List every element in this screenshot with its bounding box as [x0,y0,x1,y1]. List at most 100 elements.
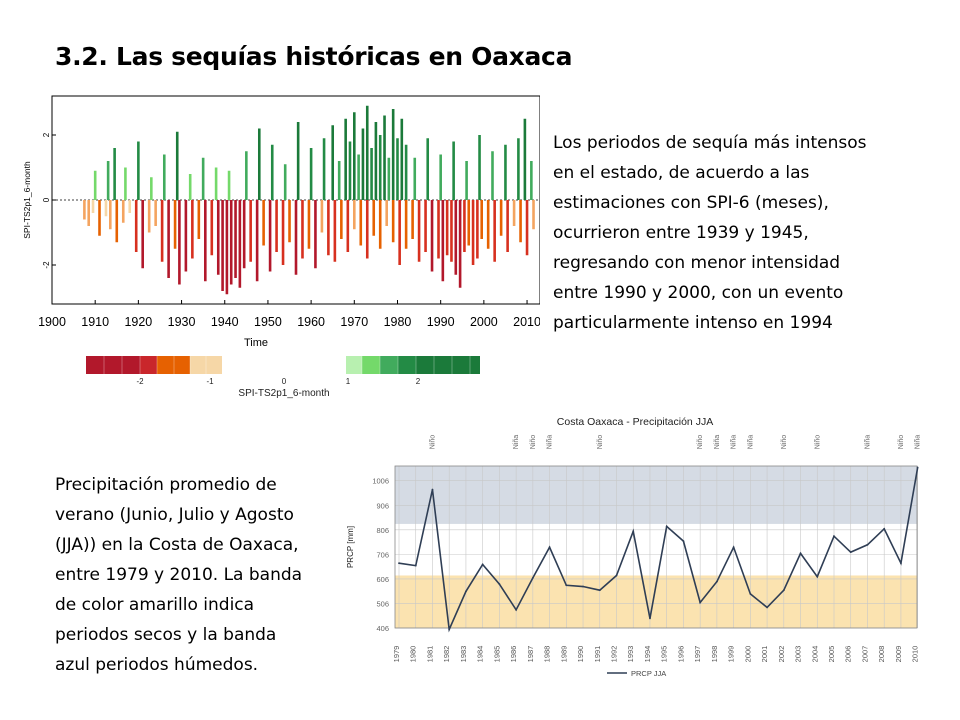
left-line: entre 1979 y 2010. La banda [55,565,303,585]
spi-wet-bar [124,167,127,200]
colorbar-title: SPI-TS2p1_6-month [238,388,329,399]
x-tick-label: 1992 [610,646,619,663]
spi-dry-bar [391,200,395,243]
spi-dry-bar [437,200,440,259]
spi-wet-bar [413,157,417,200]
prcp-point [465,590,467,593]
prcp-point [849,551,852,554]
spi-dry-bar [471,200,475,265]
spi-dry-bar [476,200,479,259]
y-tick-label: 1006 [372,477,389,486]
spi-dry-bar [288,200,291,243]
spi-wet-bar [478,135,481,200]
right-line: estimaciones con SPI-6 (meses), [553,193,829,213]
colorbar-swatch [104,356,122,374]
y-tick-label: 406 [376,624,389,633]
spi-wet-bar [365,105,369,200]
prcp-point [682,540,685,543]
prcp-point [749,592,752,595]
x-tick-label: 1979 [392,646,401,663]
x-tick-label: 1910 [81,315,109,329]
spi-dry-bar [450,200,453,262]
spi-colorbar: -2 -1 0 1 2 SPI-TS2p1_6-month [86,356,480,399]
spi-dry-bar [249,200,252,262]
spi-dry-bar [115,200,119,243]
spi-wet-bar [93,170,97,200]
spi-dry-bar [91,200,95,213]
prcp-point [398,562,400,565]
spi-dry-bar [480,200,483,239]
spi-wet-bar [270,144,274,200]
spi-wet-bar [353,112,356,200]
colorbar-tick-label: -2 [136,377,144,386]
x-tick-label: 1999 [727,646,736,663]
prcp-point [715,580,718,583]
spi-dry-bar [467,200,471,246]
spi-dry-bar [424,200,427,252]
enso-label: Niña [714,435,721,450]
prcp-point [431,488,434,491]
spi-wet-bar [348,141,352,200]
left-line: (JJA)) en la Costa de Oaxaca, [55,535,299,555]
legend-label: PRCP JJA [631,669,666,678]
x-tick-label: 1990 [427,315,455,329]
spi-dry-bar [109,200,112,230]
x-tick-label: 2006 [844,646,853,663]
spi-wet-bar [344,118,347,200]
prcp-point [498,583,501,585]
x-tick-label: 1982 [442,646,451,663]
spi-dry-bar [353,200,356,230]
prcp-point [665,525,668,528]
x-tick-label: 2001 [760,646,769,663]
spi-dry-bar [234,200,237,278]
spi-dry-bar [506,200,509,252]
x-tick-label: 2008 [877,646,886,663]
spi-dry-bar [441,200,445,282]
x-tick-label: 2000 [470,315,498,329]
colorbar-swatch [434,356,452,374]
prcp-point [598,589,601,592]
spi-dry-bar [167,200,170,278]
enso-label: Niño [597,435,604,450]
right-line: entre 1990 y 2000, con un evento [553,283,844,303]
spi-wet-bar [387,157,391,200]
spi-wet-bar [523,118,527,200]
colorbar-tick-label: 0 [282,377,287,386]
spi-dry-bar [512,200,516,226]
spi-dry-bar [87,200,91,226]
spi-wet-bar [465,161,468,200]
spi-wet-bar [227,170,231,200]
prcp-point [766,606,768,609]
spi-dry-bar [255,200,259,282]
spi-dry-bar [173,200,177,249]
spi-dry-bar [154,200,157,226]
y-tick-label: 2 [42,132,51,137]
spi-dry-bar [499,200,503,236]
y-tick-label: 506 [376,599,389,608]
spi-dry-bar [191,200,194,259]
spi-dry-bar [532,200,535,230]
prcp-point [481,563,484,566]
spi-dry-bar [238,200,242,288]
spi-dry-bar [204,200,207,282]
enso-label: Niño [530,435,537,450]
spi-wet-bar [361,128,365,200]
colorbar-tick-label: 1 [346,377,351,386]
x-tick-label: 1993 [626,646,635,663]
spi-dry-bar [281,200,285,265]
right-line: Los periodos de sequía más intensos [553,133,867,153]
prcp-point [531,577,534,579]
y-tick-label: 0 [42,197,51,202]
spi-dry-bar [83,200,86,220]
x-tick-label: 1900 [38,315,66,329]
spi-description: Los periodos de sequía más intensos en el… [553,128,923,338]
x-tick-label: 1985 [492,646,501,663]
spi-dry-bar [314,200,317,269]
spi-wet-bar [296,122,300,200]
x-tick-label: 2010 [513,315,540,329]
precip-chart-title: Costa Oaxaca - Precipitación JJA [557,416,713,428]
enso-label: Niña [864,435,871,450]
spi-dry-bar [104,200,108,217]
left-line: periodos secos y la banda [55,625,277,645]
colorbar-swatch [174,356,190,374]
